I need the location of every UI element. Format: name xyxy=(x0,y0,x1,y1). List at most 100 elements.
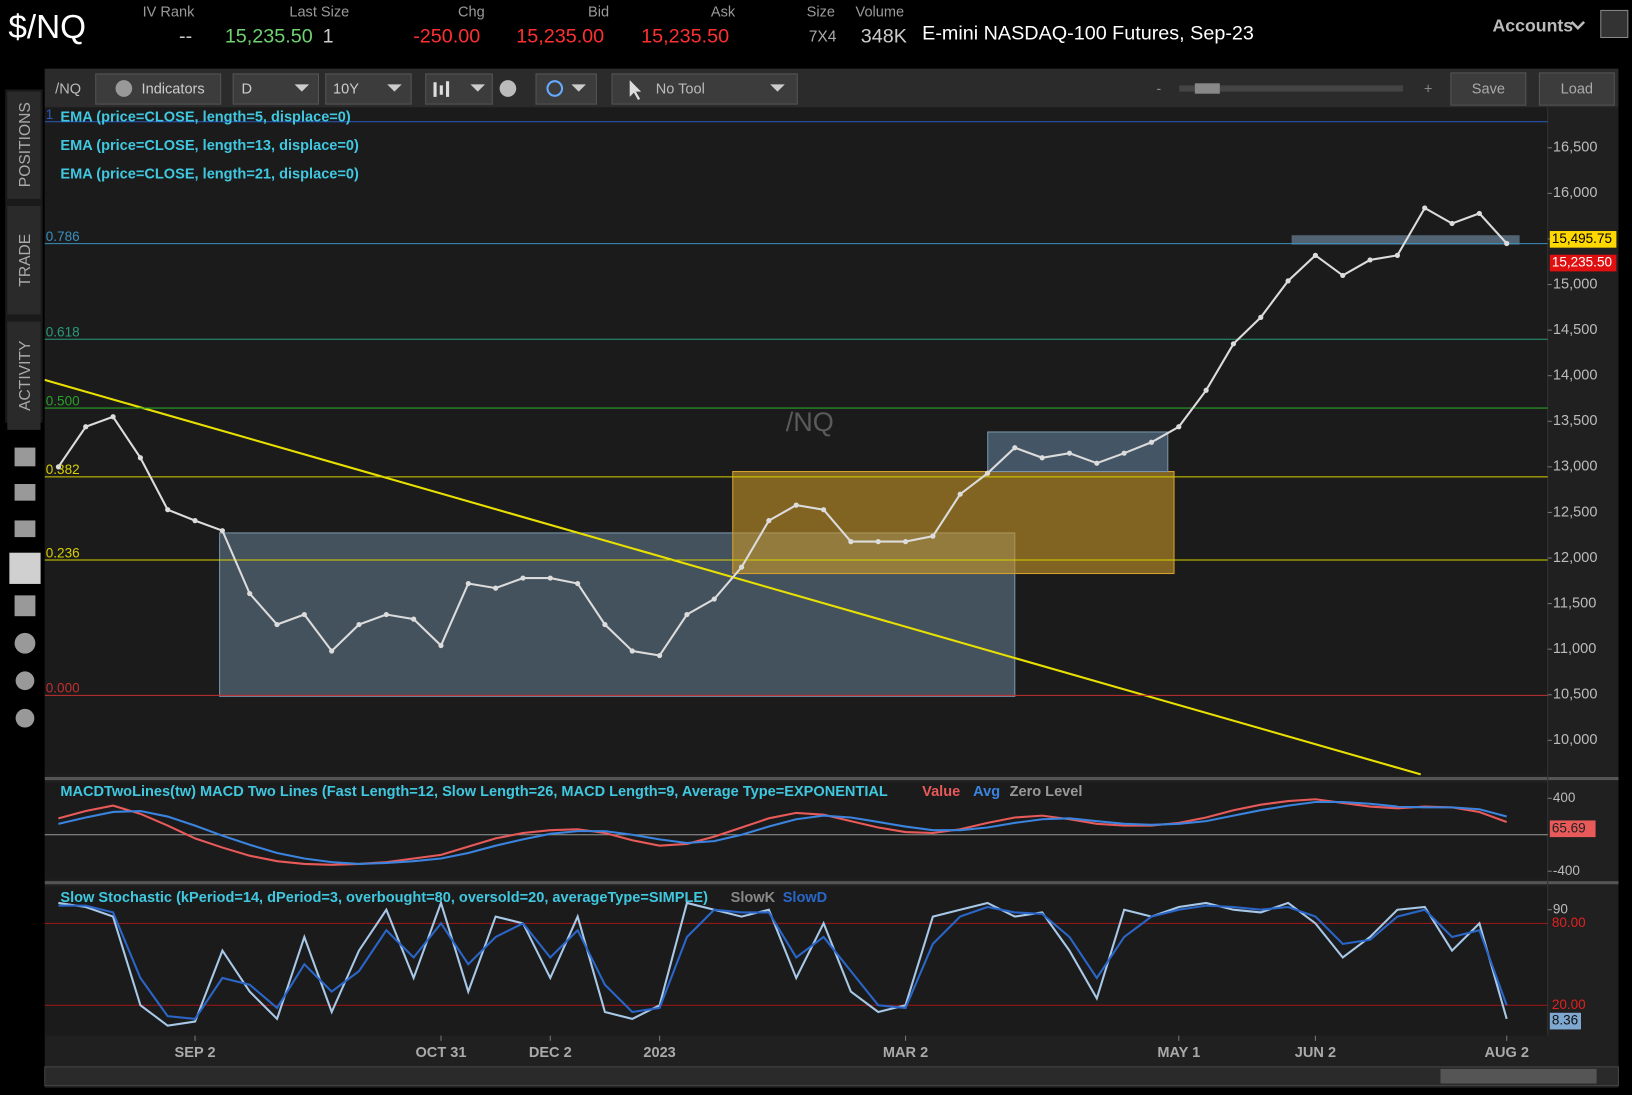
price-point xyxy=(520,575,526,581)
tab-label: ACTIVITY xyxy=(17,340,34,411)
price-point xyxy=(1012,445,1018,451)
icon-active[interactable] xyxy=(9,552,41,584)
y-tick-label: -400 xyxy=(1553,863,1580,878)
legend-entry: Zero Level xyxy=(1010,784,1083,800)
price-point xyxy=(1367,257,1373,263)
price-point xyxy=(902,539,909,545)
save-button[interactable] xyxy=(1450,72,1527,106)
icon[interactable] xyxy=(14,447,36,467)
price-point xyxy=(875,539,881,545)
y-tick-label: 15,000 xyxy=(1553,276,1598,292)
price-point xyxy=(738,564,745,570)
x-tick-label: OCT 31 xyxy=(415,1045,466,1061)
price-point xyxy=(984,470,991,476)
price-point xyxy=(656,652,663,659)
indicators-label: Indicators xyxy=(142,81,205,97)
price-point xyxy=(602,621,608,628)
price-point xyxy=(356,621,362,628)
window-button[interactable] xyxy=(1600,9,1629,39)
icon[interactable] xyxy=(14,595,36,617)
price-point xyxy=(1449,220,1455,227)
price-point xyxy=(1258,314,1264,320)
icon[interactable] xyxy=(14,484,36,501)
tool-dropdown[interactable] xyxy=(611,73,798,105)
zoom-in[interactable]: + xyxy=(1424,81,1433,97)
icon[interactable] xyxy=(15,708,35,728)
legend-entry: SlowD xyxy=(783,890,828,906)
caret xyxy=(387,84,402,92)
zoom-slider[interactable] xyxy=(1179,85,1404,92)
price-point xyxy=(1394,252,1401,258)
caret xyxy=(470,84,486,92)
x-tick-label: JUN 2 xyxy=(1295,1045,1336,1061)
field-value: 15,235.50 xyxy=(225,26,313,48)
caret xyxy=(571,84,586,92)
y-tick-label: 13,500 xyxy=(1553,413,1598,429)
value-badge xyxy=(1549,1012,1581,1030)
y-tick-label: 90 xyxy=(1553,901,1568,916)
sidebar-tab[interactable] xyxy=(7,206,41,315)
header-values: -- 15,235.50 1 -250.00 15,235.00 15,235.… xyxy=(179,23,1254,48)
sidebar-tab[interactable] xyxy=(7,321,41,430)
fib-label: 0.786 xyxy=(46,229,80,244)
price-point xyxy=(219,528,225,534)
y-tick-label: 11,000 xyxy=(1553,641,1596,657)
price-badge-label: 15,235.50 xyxy=(1552,255,1612,270)
field-label: Volume xyxy=(856,4,905,20)
series-line xyxy=(57,206,1508,657)
price-point xyxy=(957,491,963,497)
price-point xyxy=(930,533,936,539)
y-tick-label: 10,000 xyxy=(1553,732,1598,748)
y-tick-label: 14,500 xyxy=(1553,322,1598,338)
header-labels: IV Rank Last Size Chg Bid Ask Size Volum… xyxy=(143,4,905,20)
price-point xyxy=(547,575,553,581)
study-label: MACDTwoLines(tw) MACD Two Lines (Fast Le… xyxy=(60,784,888,800)
zoom-out[interactable]: - xyxy=(1156,81,1161,97)
price-point xyxy=(301,611,307,618)
price-point xyxy=(1476,210,1482,217)
price-point xyxy=(411,616,417,622)
y-tick-label: 12,500 xyxy=(1553,504,1598,520)
range-label: 10Y xyxy=(333,81,359,97)
field-label: Size xyxy=(807,4,835,20)
price-point xyxy=(438,642,444,649)
scrollbar[interactable] xyxy=(44,1066,1619,1087)
price-badge xyxy=(1549,254,1617,272)
price-badge-label: 15,495.75 xyxy=(1552,231,1612,246)
price-point xyxy=(1121,450,1127,456)
icon[interactable] xyxy=(14,520,36,538)
range-box xyxy=(987,431,1169,473)
price-point xyxy=(848,539,854,545)
description: E-mini NASDAQ-100 Futures, Sep-23 xyxy=(922,23,1254,45)
price-point xyxy=(766,518,772,524)
fib-label: 0.236 xyxy=(46,545,80,560)
study-label: EMA (price=CLOSE, length=5, displace=0) xyxy=(60,109,351,125)
price-point xyxy=(793,502,799,508)
y-tick-label: 13,000 xyxy=(1553,459,1598,475)
icon[interactable] xyxy=(14,632,36,654)
fib-label: 0.382 xyxy=(46,462,80,477)
sidebar-tab[interactable] xyxy=(7,91,41,199)
fib-label: 1 xyxy=(46,107,54,122)
drawing-dropdown[interactable] xyxy=(535,73,597,105)
load-button[interactable] xyxy=(1538,72,1615,106)
accounts-menu[interactable]: Accounts xyxy=(1493,16,1574,36)
caret xyxy=(294,84,310,92)
zoom-thumb[interactable] xyxy=(1194,83,1220,94)
price-point xyxy=(137,455,143,461)
price-point xyxy=(247,590,253,597)
settings-icon[interactable] xyxy=(499,80,517,97)
series-line xyxy=(58,800,1507,865)
range-box xyxy=(732,471,1175,575)
icon[interactable] xyxy=(15,671,35,691)
style-dropdown[interactable] xyxy=(425,73,493,105)
field-value: 7X4 xyxy=(809,29,837,46)
price-point xyxy=(383,611,389,618)
x-tick-label: MAR 2 xyxy=(883,1045,928,1061)
scroll-thumb[interactable] xyxy=(1440,1068,1597,1084)
gear-icon xyxy=(115,80,133,97)
caret xyxy=(770,84,785,92)
field-value: -250.00 xyxy=(413,26,480,48)
price-point xyxy=(110,414,116,420)
field-label: Chg xyxy=(458,4,485,20)
